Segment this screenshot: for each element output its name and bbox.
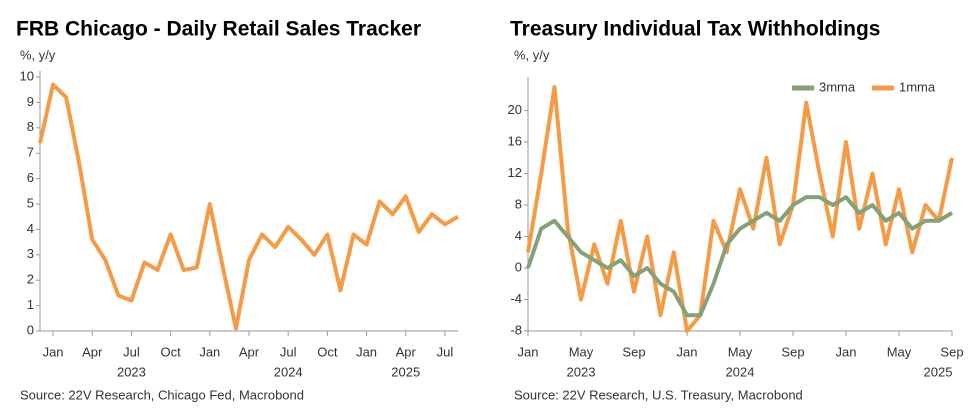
y-tick-label: 10 bbox=[20, 68, 34, 83]
y-tick-label: 3 bbox=[27, 246, 34, 261]
x-tick-label: Sep bbox=[781, 344, 804, 359]
y-tick-label: 8 bbox=[27, 119, 34, 134]
x-tick-label: Jan bbox=[677, 344, 698, 359]
series-line bbox=[526, 84, 954, 333]
y-tick-label: 2 bbox=[27, 272, 34, 287]
series-line bbox=[526, 195, 954, 318]
y-axis-label: %, y/y bbox=[20, 47, 56, 62]
y-tick-label: 0 bbox=[27, 322, 34, 337]
y-tick-label: 4 bbox=[515, 228, 522, 243]
legend-label: 1mma bbox=[899, 79, 936, 94]
x-tick-label: Sep bbox=[622, 344, 645, 359]
legend-label: 3mma bbox=[819, 79, 856, 94]
x-tick-label: Oct bbox=[317, 344, 338, 359]
x-tick-label: Jul bbox=[437, 344, 454, 359]
year-label: 2024 bbox=[726, 364, 755, 379]
x-tick-label: Jan bbox=[518, 344, 539, 359]
source: Source: 22V Research, U.S. Treasury, Mac… bbox=[514, 387, 803, 402]
source: Source: 22V Research, Chicago Fed, Macro… bbox=[20, 387, 304, 402]
y-tick-label: 16 bbox=[508, 133, 522, 148]
x-tick-label: Sep bbox=[940, 344, 963, 359]
year-label: 2024 bbox=[274, 364, 303, 379]
y-tick-label: 9 bbox=[27, 94, 34, 109]
x-tick-label: Apr bbox=[82, 344, 103, 359]
y-tick-label: 7 bbox=[27, 145, 34, 160]
x-tick-label: Jul bbox=[123, 344, 140, 359]
x-tick-label: Oct bbox=[161, 344, 182, 359]
x-tick-label: Jul bbox=[280, 344, 297, 359]
x-tick-label: Jan bbox=[836, 344, 857, 359]
y-tick-label: 6 bbox=[27, 170, 34, 185]
y-tick-label: 1 bbox=[27, 297, 34, 312]
x-tick-label: Apr bbox=[396, 344, 417, 359]
chart-title: Treasury Individual Tax Withholdings bbox=[510, 18, 880, 41]
year-label: 2023 bbox=[117, 364, 146, 379]
y-tick-label: -4 bbox=[510, 291, 522, 306]
year-label: 2023 bbox=[567, 364, 596, 379]
y-tick-label: 20 bbox=[508, 102, 522, 117]
y-tick-label: 5 bbox=[27, 195, 34, 210]
y-tick-label: 12 bbox=[508, 165, 522, 180]
y-tick-label: 0 bbox=[515, 259, 522, 274]
x-tick-label: Jan bbox=[43, 344, 64, 359]
x-tick-label: Apr bbox=[239, 344, 260, 359]
y-axis-label: %, y/y bbox=[514, 47, 550, 62]
y-tick-label: 4 bbox=[27, 221, 34, 236]
series-line bbox=[38, 82, 460, 331]
y-tick-label: -8 bbox=[510, 322, 522, 337]
x-tick-label: May bbox=[728, 344, 753, 359]
chart-title: FRB Chicago - Daily Retail Sales Tracker bbox=[16, 18, 421, 41]
x-tick-label: May bbox=[569, 344, 594, 359]
x-tick-label: Jan bbox=[199, 344, 220, 359]
year-label: 2025 bbox=[391, 364, 420, 379]
x-tick-label: May bbox=[887, 344, 912, 359]
year-label: 2025 bbox=[924, 364, 953, 379]
x-tick-label: Jan bbox=[356, 344, 377, 359]
y-tick-label: 8 bbox=[515, 196, 522, 211]
